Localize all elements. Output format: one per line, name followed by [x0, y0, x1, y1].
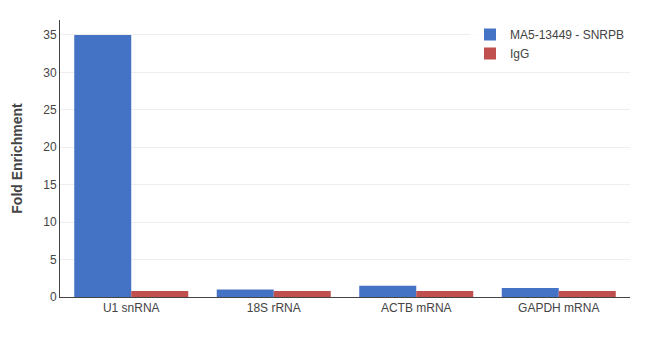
svg-text:18S rRNA: 18S rRNA [247, 301, 301, 315]
svg-text:IgG: IgG [510, 47, 529, 61]
svg-text:GAPDH mRNA: GAPDH mRNA [518, 301, 599, 315]
svg-text:MA5-13449 - SNRPB: MA5-13449 - SNRPB [510, 28, 624, 42]
svg-text:10: 10 [43, 215, 57, 229]
svg-text:0: 0 [50, 290, 57, 304]
svg-text:35: 35 [43, 28, 57, 42]
svg-text:25: 25 [43, 103, 57, 117]
svg-text:ACTB mRNA: ACTB mRNA [381, 301, 452, 315]
svg-text:20: 20 [43, 140, 57, 154]
svg-text:U1 snRNA: U1 snRNA [103, 301, 160, 315]
svg-text:30: 30 [43, 66, 57, 80]
svg-text:5: 5 [50, 253, 57, 267]
svg-text:Fold Enrichment: Fold Enrichment [9, 103, 25, 214]
svg-text:15: 15 [43, 178, 57, 192]
